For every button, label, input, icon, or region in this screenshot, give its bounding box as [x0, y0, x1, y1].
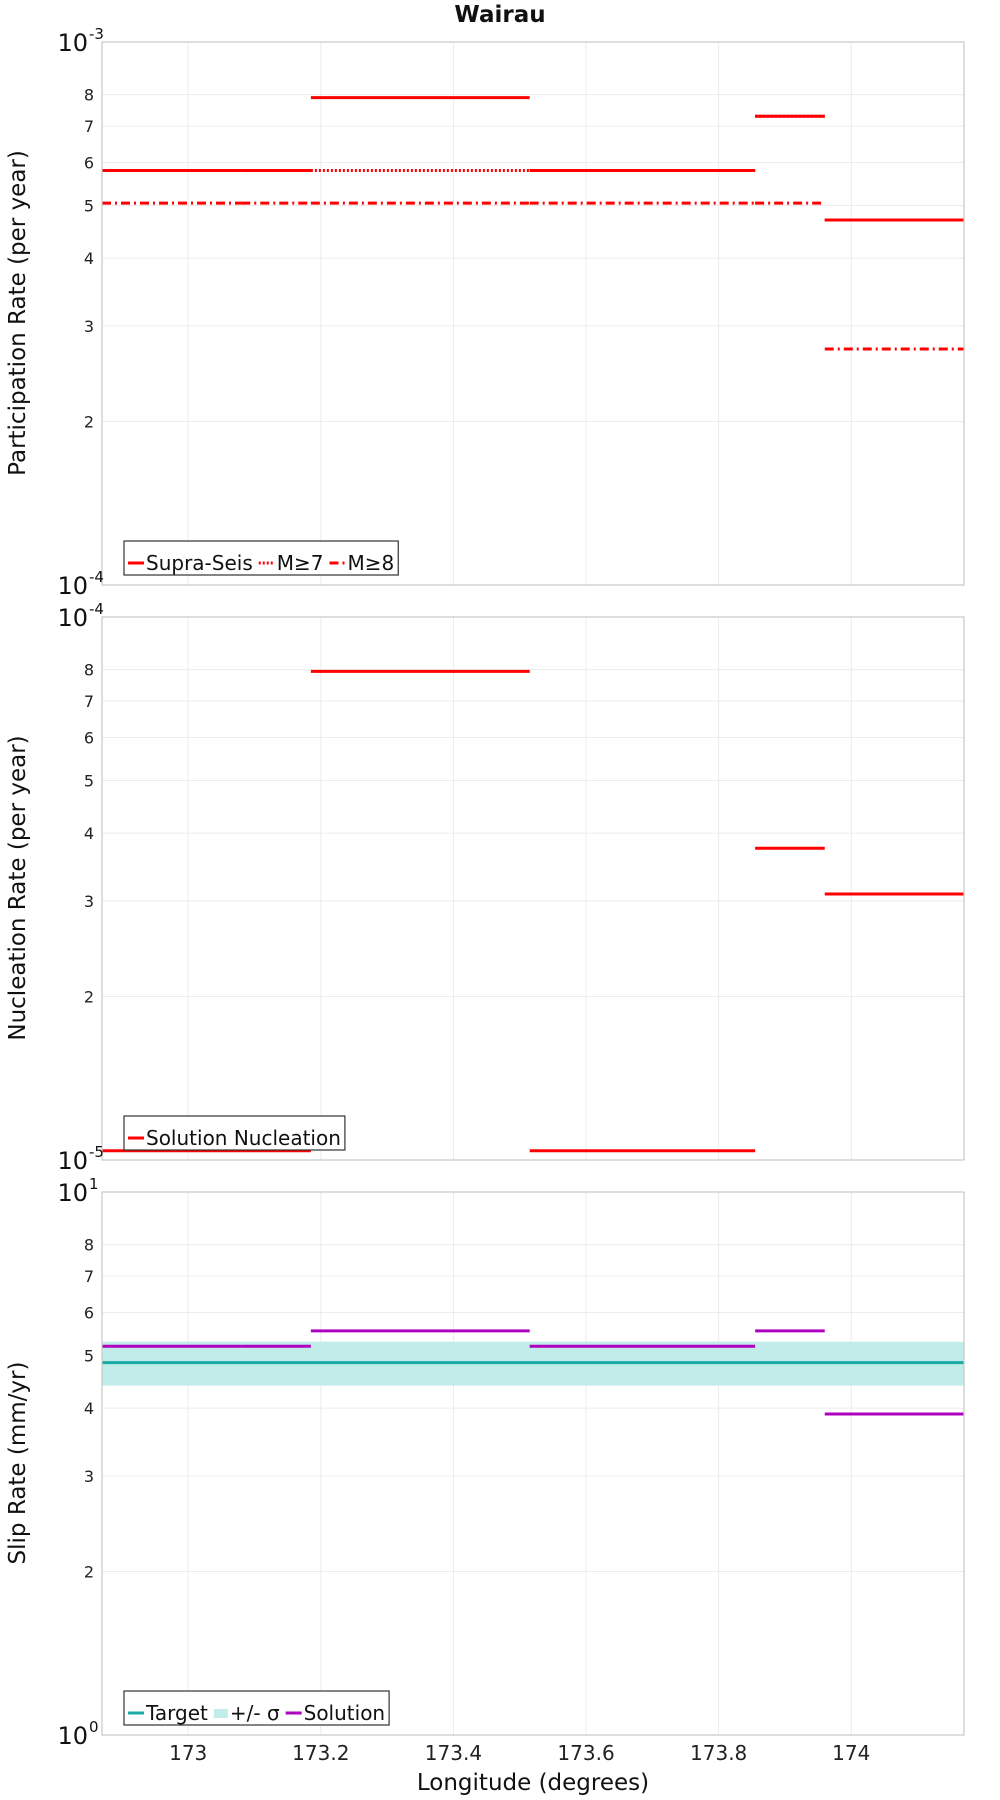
participation-y-decade-label: 10 [57, 572, 88, 600]
nucleation-y-tick-label: 4 [84, 824, 94, 843]
slip-legend-label: Solution [304, 1701, 385, 1725]
slip-y-tick-label: 3 [84, 1467, 94, 1486]
slip-grid [102, 1192, 964, 1735]
nucleation-legend-box [123, 1115, 346, 1151]
nucleation-legend: Solution Nucleation [123, 1115, 346, 1151]
participation-legend-label: M≥7 [277, 551, 324, 575]
x-tick-label: 174 [832, 1741, 870, 1765]
nucleation-y-tick-label: 8 [84, 661, 94, 680]
participation-y-decade-label: 10 [57, 29, 88, 57]
participation-legend-label: Supra-Seis [146, 551, 253, 575]
slip-legend-band-swatch [213, 1709, 228, 1718]
participation-plot-frame [101, 41, 965, 586]
x-tick-label: 173 [169, 1741, 207, 1765]
nucleation-legend-label: Solution Nucleation [146, 1126, 341, 1150]
participation-y-tick-label: 2 [84, 413, 94, 432]
slip-legend: Target +/- σ Solution [123, 1690, 390, 1726]
nucleation-y-tick-label: 2 [84, 988, 94, 1007]
x-axis-label: Longitude (degrees) [417, 1770, 649, 1796]
slip-legend-label: +/- σ [230, 1701, 280, 1725]
participation-y-tick-label: 7 [84, 117, 94, 136]
x-tick-label: 173.2 [292, 1741, 349, 1765]
slip-plot-frame [101, 1191, 965, 1736]
nucleation-series-layer [102, 669, 964, 1153]
x-tick-label: 173.8 [690, 1741, 747, 1765]
participation-y-decade-exponent: -4 [89, 568, 104, 586]
nucleation-y-decade-label: 10 [57, 1147, 88, 1175]
nucleation-y-decade-exponent: -4 [89, 600, 104, 618]
slip-legend-box [123, 1690, 390, 1726]
slip-y-tick-label: 7 [84, 1267, 94, 1286]
slip-y-tick-label: 5 [84, 1346, 94, 1365]
nucleation-y-decade-label: 10 [57, 604, 88, 632]
x-tick-labels: 173 173.2 173.4 173.6 173.8 174 [169, 1741, 870, 1765]
chart-title: Wairau [454, 2, 545, 28]
slip-y-decade-label: 10 [57, 1179, 88, 1207]
slip-y-tick-label: 2 [84, 1563, 94, 1582]
participation-y-tick-label: 4 [84, 249, 94, 268]
slip-legend-label: Target [145, 1701, 208, 1725]
nucleation-y-label: Nucleation Rate (per year) [5, 735, 31, 1040]
participation-y-tick-label: 6 [84, 153, 94, 172]
participation-y-label: Participation Rate (per year) [5, 150, 31, 476]
participation-y-tick-label: 5 [84, 196, 94, 215]
slip-y-tick-label: 8 [84, 1236, 94, 1255]
participation-y-tick-label: 3 [84, 317, 94, 336]
slip-y-label: Slip Rate (mm/yr) [5, 1362, 31, 1565]
slip-y-tick-label: 4 [84, 1399, 94, 1418]
nucleation-y-tick-label: 3 [84, 892, 94, 911]
slip-y-decade-label: 10 [57, 1722, 88, 1750]
slip-series-layer [102, 1329, 964, 1416]
x-tick-label: 173.6 [557, 1741, 614, 1765]
nucleation-y-decade-exponent: -5 [89, 1143, 104, 1161]
nucleation-y-tick-label: 7 [84, 692, 94, 711]
participation-series-layer [102, 96, 964, 351]
participation-legend-box [123, 540, 399, 576]
nucleation-y-tick-label: 5 [84, 771, 94, 790]
nucleation-plot-frame [101, 616, 965, 1161]
participation-grid [102, 42, 964, 585]
participation-legend-label: M≥8 [348, 551, 395, 575]
nucleation-y-tick-label: 6 [84, 728, 94, 747]
slip-y-decade-exponent: 0 [89, 1718, 99, 1736]
participation-y-decade-exponent: -3 [89, 25, 104, 43]
participation-legend: Supra-Seis M≥7 M≥8 [123, 540, 399, 576]
slip-y-tick-label: 6 [84, 1303, 94, 1322]
x-tick-label: 173.4 [425, 1741, 482, 1765]
participation-y-tick-label: 8 [84, 86, 94, 105]
slip-y-decade-exponent: 1 [89, 1175, 99, 1193]
nucleation-grid [102, 617, 964, 1160]
